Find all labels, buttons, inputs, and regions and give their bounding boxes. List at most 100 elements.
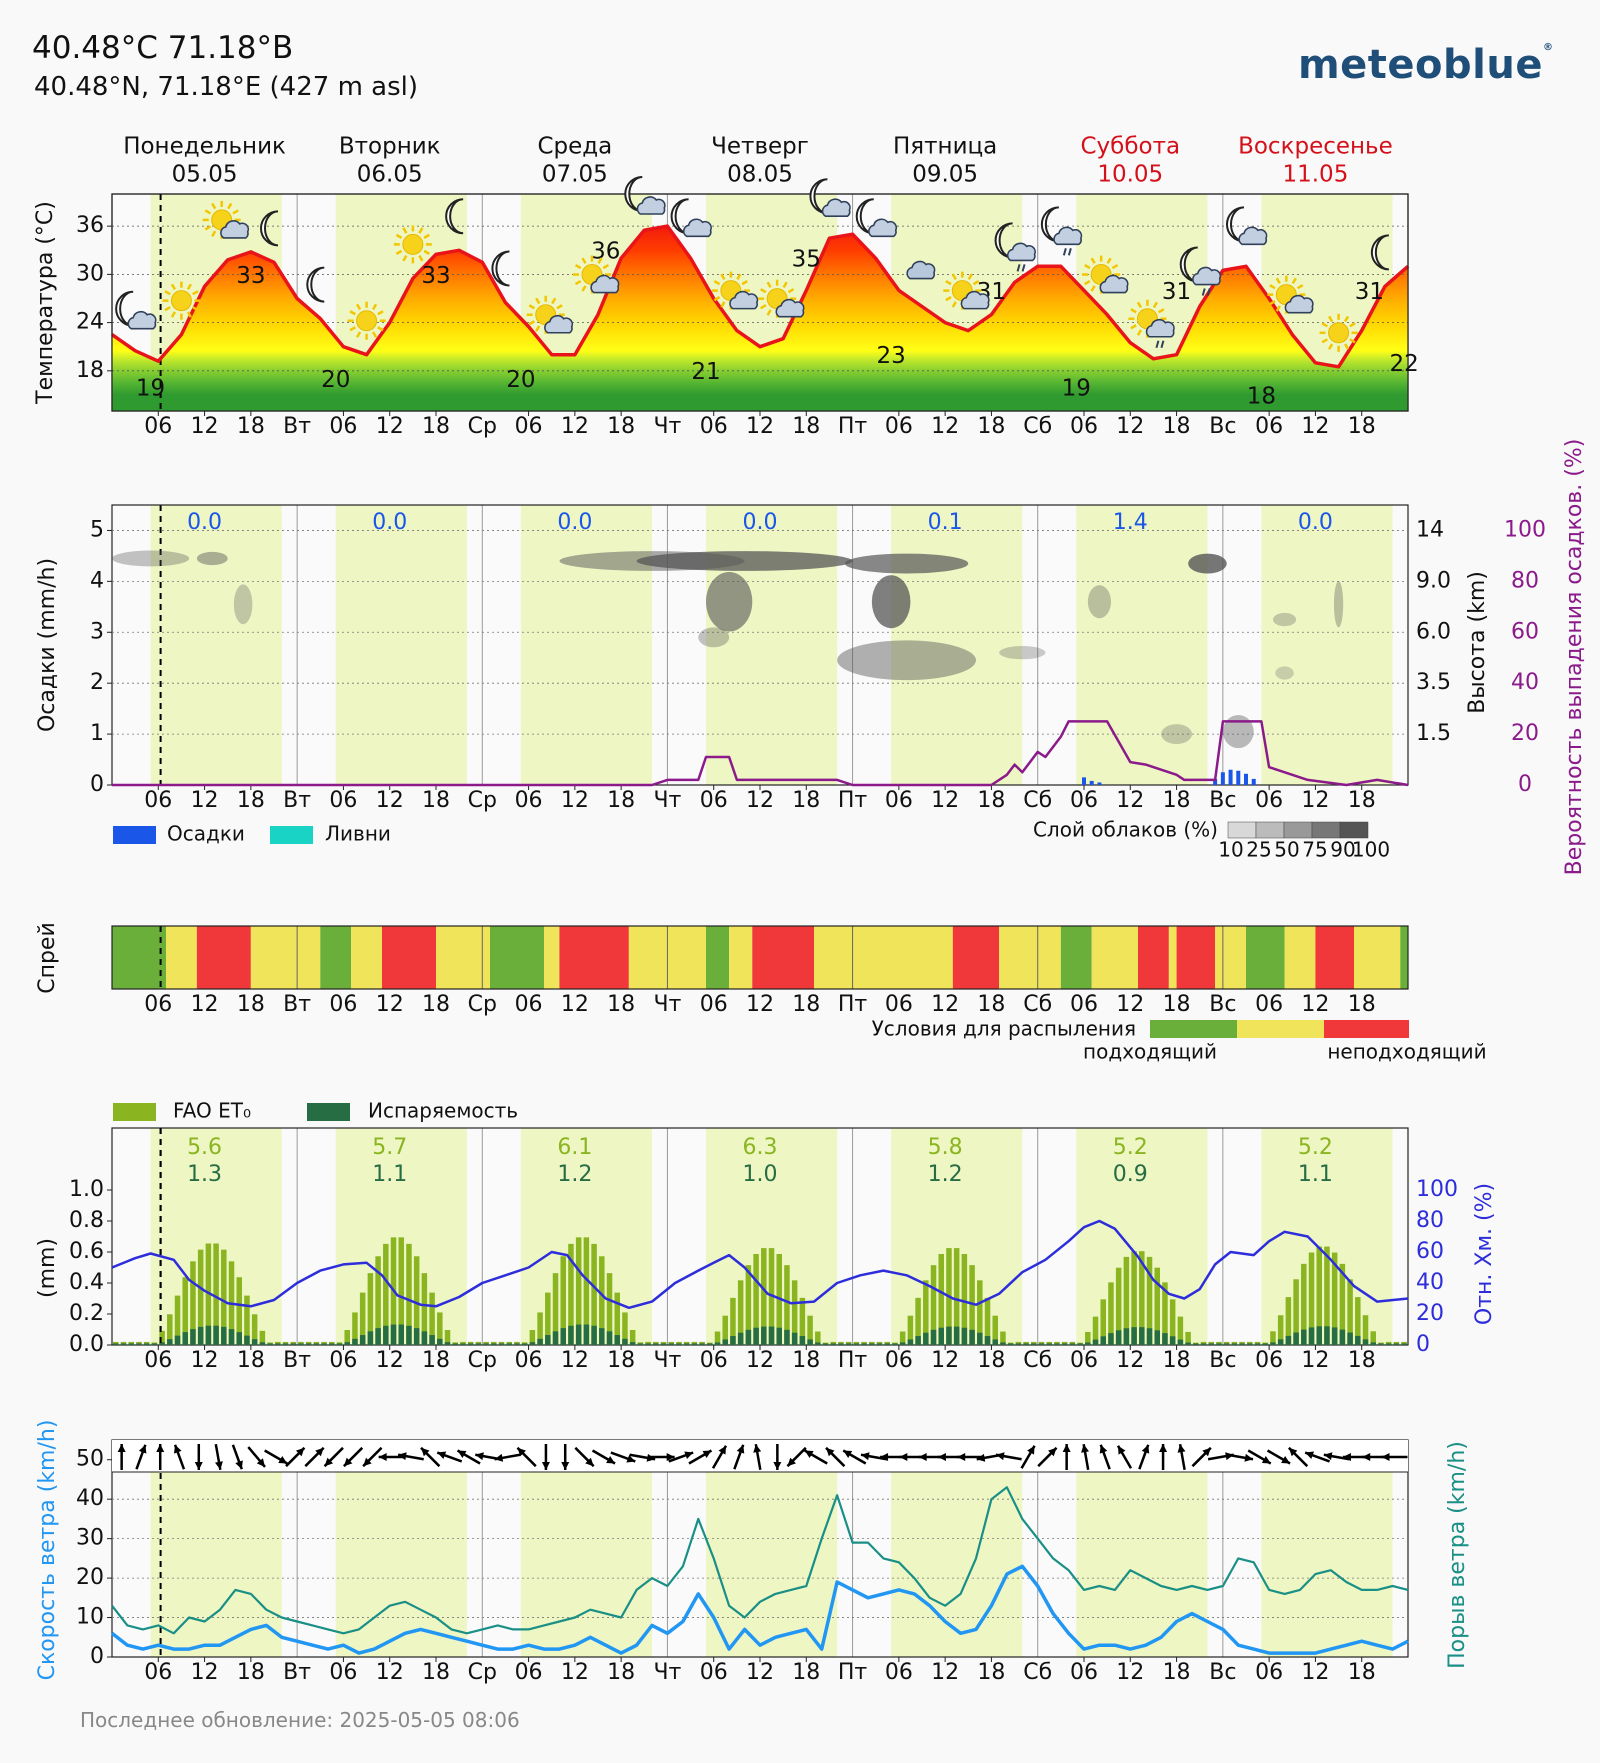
evapotranspiration-axis-label: (mm) [35,1238,60,1298]
et0-bar [537,1312,543,1345]
sun-ray [395,249,403,255]
x-tick-hour-label: 12 [1301,1660,1329,1685]
height-axis-label: Высота (km) [1465,571,1490,714]
et0-bar [1123,1256,1130,1345]
evaporation-bar [290,1343,296,1345]
et0-bar [1339,1263,1346,1345]
evaporation-bar [637,1343,644,1345]
sun-ray [1269,284,1276,290]
arrow-head [541,1462,550,1470]
spray-condition-segment [1138,926,1169,989]
arrow-head [826,1447,835,1457]
et0-bar [1316,1246,1322,1345]
arrow-head [1244,1453,1254,1462]
evaporation-bar [892,1343,898,1345]
evaporation-bar [776,1327,782,1345]
spray-condition-segment [320,926,352,989]
sun-ray [164,290,171,296]
cloud-shape [1099,274,1129,294]
wind-direction-arrow [247,1446,266,1468]
wind-direction-arrow [173,1444,186,1470]
et0-bar [961,1253,968,1345]
x-tick-hour-label: 12 [376,992,404,1017]
x-tick-hour-label: 12 [561,992,589,1017]
x-tick-hour-label: 06 [885,414,913,439]
x-tick-hour-label: 06 [329,1348,357,1373]
et0-bar [568,1243,574,1345]
sun-ray [945,280,952,286]
et0-bar [938,1253,944,1345]
et0-bar [182,1277,188,1345]
evaporation-bar [236,1332,242,1345]
x-tick-hour-label: 18 [977,992,1005,1017]
x-tick-hour-label: 06 [1255,788,1283,813]
x-tick-hour-label: 06 [515,992,543,1017]
day-date-label: 05.05 [172,162,238,188]
evaporation-bar [1038,1343,1045,1345]
spray-legend-bad [1324,1020,1409,1038]
arrow-head [117,1444,126,1452]
evaporation-bar [915,1336,921,1345]
arrow-head [156,1444,165,1452]
arrow-head [194,1462,203,1470]
x-tick-hour-label: 06 [1070,992,1098,1017]
evapotranspiration-panel: 06 12 18 Вт 06 12 18 Ср 06 12 18 Чт 06 12 18 Пт 06 12 18 Сб… [35,1099,1497,1374]
evaporation-bar [853,1343,860,1345]
height-tick-label: 3.5 [1416,670,1451,695]
spray-condition-segment [1354,926,1401,989]
x-tick-hour-label: 12 [561,1660,589,1685]
sun-ray [1136,329,1143,336]
x-tick-hour-label: 06 [515,788,543,813]
meteoblue-logo[interactable]: meteoblue® [1298,42,1554,88]
x-tick-hour-label: 12 [1116,414,1144,439]
x-tick-hour-label: 06 [885,992,913,1017]
precipitation-bar [1244,773,1248,785]
evaporation-bar [1401,1343,1407,1345]
et0-bar [915,1297,921,1345]
evaporation-bar [1223,1343,1230,1345]
evaporation-bar [884,1343,890,1345]
sun-cloud-icon [711,271,759,310]
evaporation-bar [683,1343,690,1345]
evaporation-bar [1123,1328,1130,1345]
daily-precipitation-total: 0.0 [1298,510,1333,535]
evaporation-bar [1069,1343,1076,1345]
spray-condition-segment [1284,926,1316,989]
et0-bar [1301,1263,1307,1345]
x-tick-day-label: Пт [838,1660,868,1685]
x-tick-hour-label: 12 [931,788,959,813]
wind-direction-arrow [1116,1445,1133,1469]
x-tick-hour-label: 18 [1163,414,1191,439]
sun-ray [1327,343,1334,350]
et0-bar [413,1256,420,1345]
x-tick-day-label: Ср [468,992,497,1017]
y-tick-label: 36 [76,213,104,238]
wind-direction-arrow [436,1451,463,1463]
height-tick-label: 9.0 [1416,568,1451,593]
sun-ray [760,288,767,294]
sun-cloud-icon [573,255,620,294]
evaporation-bar [321,1343,327,1345]
evaporation-bar [506,1343,512,1345]
sun-ray [211,202,217,210]
spray-condition-segment [999,926,1061,989]
x-tick-hour-label: 12 [561,1348,589,1373]
precipitation-panel: 06 12 18 Вт 06 12 18 Ср 06 12 18 Чт 06 12 18 Пт 06 12 18 Сб… [35,439,1587,876]
x-tick-day-label: Вс [1209,992,1236,1017]
arrow-head [1202,1447,1211,1457]
daily-et0-total: 5.8 [928,1135,963,1160]
x-tick-hour-label: 18 [1348,414,1376,439]
x-tick-hour-label: 18 [792,414,820,439]
arrow-head [256,1458,265,1467]
spray-legend-mid [1237,1020,1324,1038]
wind-direction-arrow [516,1446,537,1468]
cloud-icon [906,260,936,280]
evaporation-bar [174,1335,181,1345]
x-tick-day-label: Чт [653,788,681,813]
evaporation-bar [1146,1328,1153,1345]
et0-bar [1162,1282,1168,1345]
sun-cloud-icon [1082,255,1129,294]
et0-bar [251,1314,258,1345]
